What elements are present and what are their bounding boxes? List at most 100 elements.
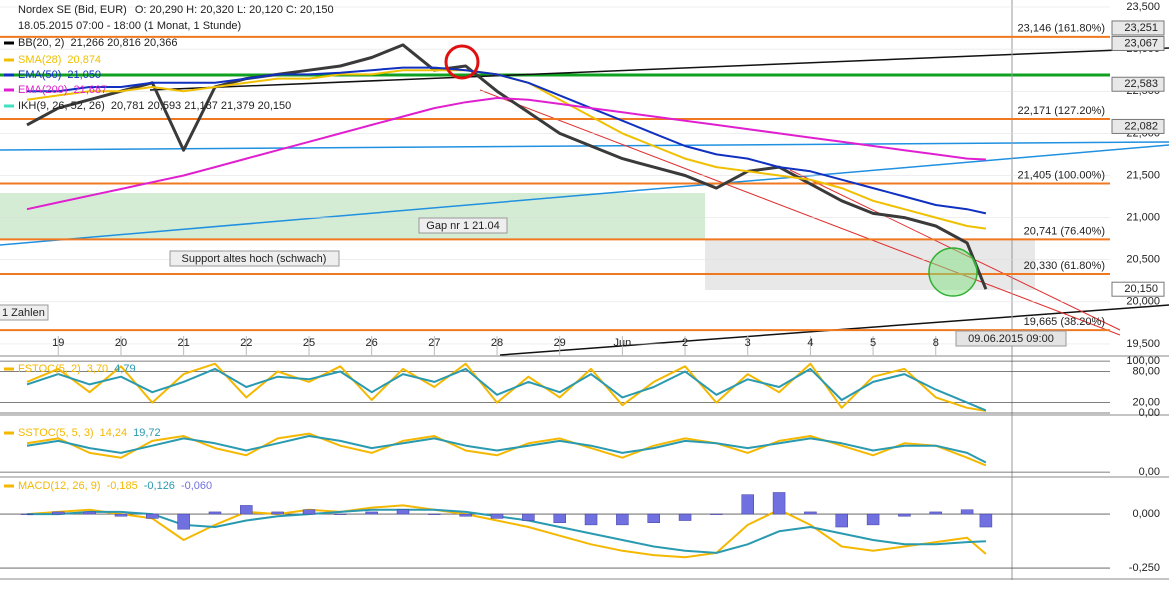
period: 18.05.2015 07:00 - 18:00 (1 Monat, 1 Stu… <box>18 20 241 32</box>
legend-entry: SSTOC(5, 5, 3) 14,24 19,72 <box>18 427 161 439</box>
x-tick-label: 25 <box>303 337 315 349</box>
histogram-bar <box>334 513 347 515</box>
price-marker <box>1111 281 1165 297</box>
histogram-bar <box>83 511 96 515</box>
title: Nordex SE (Bid, EUR) <box>18 4 127 16</box>
annotation: Support altes hoch (schwach) <box>182 253 327 265</box>
trend-line <box>149 47 1169 91</box>
annotation: 1 Zahlen <box>2 307 45 319</box>
series-line <box>26 367 987 412</box>
plots: 23,50023,00022,50022,00021,50021,00020,5… <box>0 1 1169 580</box>
x-tick-label: 27 <box>428 337 440 349</box>
annotation-box <box>0 304 49 321</box>
histogram-bar <box>365 511 378 515</box>
x-tick-label: 2 <box>682 337 688 349</box>
legend-entry: MACD(12, 26, 9) -0,185 -0,126 -0,060 <box>18 480 212 492</box>
histogram-bar <box>271 511 284 515</box>
legend-name: MACD(12, 26, 9) <box>18 480 101 492</box>
histogram-bar <box>866 513 880 526</box>
x-tick-label: 28 <box>491 337 503 349</box>
x-tick-label: 8 <box>933 337 939 349</box>
histogram-bar <box>898 513 911 517</box>
y-tick-label: 0,00 <box>1139 407 1160 419</box>
histogram-bar <box>177 513 190 530</box>
histogram-bar <box>240 505 253 515</box>
x-tick-label: 3 <box>745 337 751 349</box>
histogram-bar <box>396 509 410 515</box>
trend-line <box>0 144 1169 246</box>
y-tick-label: 19,500 <box>1126 338 1160 350</box>
annotation-box <box>169 250 340 267</box>
cursor-date: 09.06.2015 09:00 <box>968 333 1054 345</box>
histogram-bar <box>553 513 566 523</box>
y-tick-label: 100,00 <box>1126 355 1160 367</box>
histogram-bar <box>114 513 128 517</box>
legend-entry: BB(20, 2) 21,266 20,816 20,366 <box>18 37 178 49</box>
series-line <box>26 504 987 559</box>
legend-value: -0,185 <box>107 480 138 492</box>
x-tick-label: 29 <box>554 337 566 349</box>
legend-value: 21,050 <box>67 69 101 81</box>
histogram-bar <box>979 513 993 528</box>
y-tick-label: 20,500 <box>1126 254 1160 266</box>
series-line <box>26 97 986 211</box>
highlight-circle <box>444 44 480 80</box>
highlight-circle <box>928 247 978 297</box>
legend-value: 3,70 <box>87 363 108 375</box>
legend-values: 21,266 20,816 20,366 <box>70 37 177 49</box>
x-tick-label: 4 <box>807 337 813 349</box>
y-tick-label: 0,00 <box>1139 466 1160 478</box>
y-tick-label: 21,500 <box>1126 169 1160 181</box>
legend-value: 20,874 <box>67 54 101 66</box>
histogram-bar <box>616 513 629 526</box>
date-box <box>955 330 1067 347</box>
price-marker <box>1111 20 1165 36</box>
x-tick-label: 21 <box>178 337 190 349</box>
fib-label: 20,741 (76.40%) <box>1024 225 1105 237</box>
legend-value: 21,687 <box>74 84 108 96</box>
histogram-bar <box>647 513 660 523</box>
histogram-bar <box>146 513 159 519</box>
histogram-bar <box>490 513 504 519</box>
trend-line <box>0 141 1169 151</box>
legend-name: IKH(9, 26, 52, 26) <box>18 100 105 112</box>
price-marker <box>1111 35 1165 51</box>
price-marker-label: 22,583 <box>1124 78 1158 90</box>
fib-label: 19,665 (38.20%) <box>1024 316 1105 328</box>
annotation: Gap nr 1 21.04 <box>426 220 499 232</box>
y-tick-label: 20,000 <box>1126 296 1160 308</box>
legend-value: -0,126 <box>144 480 175 492</box>
x-tick-label: 19 <box>52 337 64 349</box>
x-tick-label: 5 <box>870 337 876 349</box>
y-tick-label: 80,00 <box>1132 365 1160 377</box>
legend-entry: EMA(50) 21,050 <box>18 69 101 81</box>
price-marker <box>1111 118 1165 134</box>
legend-value: 4,79 <box>114 363 135 375</box>
histogram-bar <box>302 509 316 515</box>
price-marker-label: 20,150 <box>1124 283 1158 295</box>
series-line <box>26 362 987 412</box>
price-marker-label: 23,251 <box>1124 22 1158 34</box>
histogram-bar <box>929 511 943 515</box>
legend-name: EMA(50) <box>18 69 61 81</box>
legend-entry: FSTOC(5, 2) 3,70 4,79 <box>18 363 136 375</box>
series-line <box>27 66 987 215</box>
histogram-bar <box>960 509 974 515</box>
legend-value: -0,060 <box>181 480 212 492</box>
fib-label: 22,171 (127.20%) <box>1018 105 1105 117</box>
legend-entry: SMA(28) 20,874 <box>18 54 101 66</box>
histogram-bar <box>208 511 222 515</box>
legend-entry: IKH(9, 26, 52, 26) 20,781 20,593 21,187 2… <box>18 100 291 112</box>
ohlc: O: 20,290 H: 20,320 L: 20,120 C: 20,150 <box>135 4 334 16</box>
legend-name: SSTOC(5, 5, 3) <box>18 427 94 439</box>
y-tick-label: 21,000 <box>1126 212 1160 224</box>
fib-label: 21,405 (100.00%) <box>1018 169 1105 181</box>
histogram-bar <box>804 511 817 515</box>
legend-value: 19,72 <box>133 427 161 439</box>
price-marker <box>1111 76 1165 92</box>
histogram-bar <box>772 492 786 515</box>
price-marker-label: 23,067 <box>1124 37 1158 49</box>
gap-zone <box>0 193 705 240</box>
legend-name: FSTOC(5, 2) <box>18 363 81 375</box>
y-tick-label: 0,000 <box>1132 508 1160 520</box>
